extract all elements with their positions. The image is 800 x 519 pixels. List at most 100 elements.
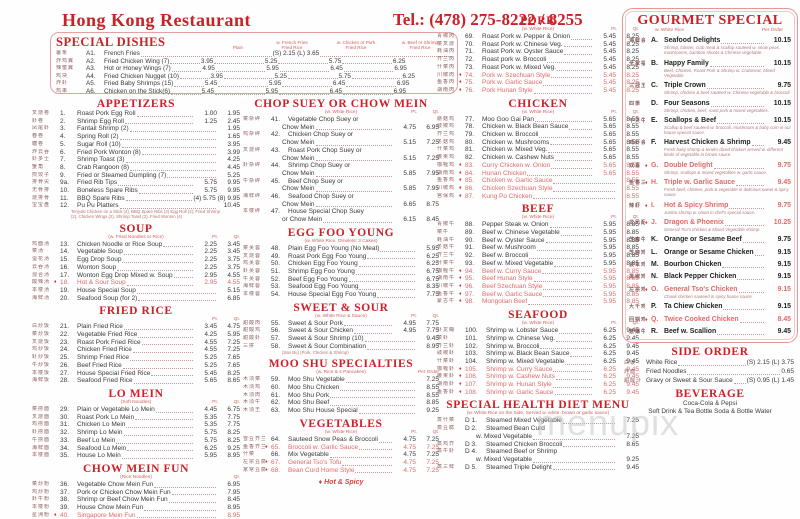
dotted-leader [527,175,592,177]
gourmet-item: 波本鸡 M. Bourbon Chicken 9.15 [629,261,791,269]
item-name: Beef w. Oyster Sauce [482,236,545,244]
section-subtitle-row: (Soft Noodles) Pt. Qt. [32,400,240,406]
menu-item: 菜芙蓉 48. Plain Egg Foo Young (No Meat) 5.95 [243,245,439,253]
price-pt: 6.25 [603,381,616,389]
price-qt: 6.75 [426,275,439,283]
price-qt: 6.25 [426,252,439,260]
dotted-leader [223,78,274,80]
price-qt: 8.85 [626,221,639,229]
beverage-line: Soft Drink & Tea Bottle Soda & Bottle Wa… [648,408,772,416]
section-subtitle-row: (w. White Rice. Omelets: 3 Cakes) [243,239,439,245]
dotted-leader [552,386,592,388]
price-pt: 5.15 [403,154,416,162]
price-value: (S) 0.95 (L) 1.45 [746,377,794,385]
chinese-name: 芥兰肉 [437,56,456,63]
price-pt: 5.45 [603,79,616,87]
spicy-icon: ♦ [459,290,462,297]
price-qt: 8.55 [626,115,639,123]
menu-item: 本楼饭 27. House Special Fried Rice 5.45 8.25 [32,370,240,378]
item-name: Chicken Fried Rice [77,346,132,354]
chinese-name: 鸡捞面 [32,421,51,428]
special-dish-item: 炸虾 A5. Fried Baby Shrimps (15) 5.45 5.95 6.45… [56,80,452,88]
item-name: House Lo Mein [77,452,121,460]
item-number: 102. [465,342,478,350]
item-number: 6. [60,148,66,156]
section-title: CHICKEN [508,97,568,110]
gourmet-item: 全家福 B. Happy Family 10.15 [629,60,791,68]
price-value: 5.75 [328,57,342,65]
price-pt: 5.45 [204,369,217,377]
item-name: Roast Pork w. Pepper & Onion [482,33,571,40]
price-pt: 5.15 [403,139,416,147]
price-value: 10.15 [773,116,791,124]
chinese-name: 叉烧面 [32,413,51,420]
price-qt: 7.25 [426,139,439,147]
section-subtitle: (w. White Rice) [521,27,555,32]
item-name: Sweet & Sour Pork [288,319,343,327]
item-name: Singapore Mein Fun [77,511,136,519]
item-number: 1. [60,110,66,117]
dotted-leader [569,129,592,131]
chinese-name: 叉烧饭 [32,338,51,345]
price-pt: 5.45 [603,56,616,64]
menu-item: 蛋花汤 15. Egg Drop Soup 2.25 3.75 [32,256,240,264]
price-pt: 5.95 [603,229,616,237]
price-column-label: Pt. [212,317,218,323]
price-qt: 3.75 [227,263,240,271]
item-name: Plain Fried Rice [77,323,123,331]
chinese-name: 凤尾虾 [32,125,51,132]
item-name: Beef w. Mixed Vegetable [482,259,554,267]
menu-item: 木须肉 61. Moo Shu Pork 8.55 [243,392,439,400]
item-name: House Chow Mein Fun [77,504,144,512]
menu-item: 木须鸡 60. Moo Shu Chicken 8.55 [243,384,439,392]
item-letter: F. [651,139,657,147]
item-name: Chicken Chop Suey or [288,131,354,139]
dotted-leader [378,441,392,443]
item-name: Shrimp w. Black Bean Sauce [486,350,570,358]
item-number: 23. [60,338,70,346]
dotted-leader [533,461,615,463]
price-pt: 6.25 [603,350,616,358]
item-name: Sauteed Snow Peas & Broccoli [288,435,378,443]
section-subtitle: (w. White Rice on the Side, Served w. wh… [466,411,610,417]
price-pt: 5.95 [603,282,616,290]
item-name: Wonton Soup [77,263,117,271]
item-name-continued: w. Mixed Vegetable [476,455,533,463]
price-qt: 7.25 [227,338,240,346]
dotted-leader [215,93,265,95]
item-number: 20. [60,294,70,302]
dotted-leader [533,198,615,200]
chinese-name: 虾杂碎 [243,162,262,169]
item-letter: H. [651,179,658,187]
item-number: 52. [271,275,281,283]
gourmet-subtitle-row: w. White Rice Per Order [629,28,791,33]
menu-column-3: PORK (w. White Rice) Pt. Qt. 青椒肉 69. Roast Por… [437,12,639,471]
dotted-leader [126,427,193,429]
dotted-leader [329,457,392,458]
price-pt: 4.75 [403,459,416,466]
chinese-name: 薯条 [56,50,69,56]
menu-item: 雪豆芥兰 64. Sauteed Snow Peas & Broccoli 4.75 7… [243,436,439,444]
item-name: Roast pork w. Broccoli [482,56,547,64]
price-pt: 5.75 [204,429,217,437]
item-description: Fresh baby shrimp & tender diced chicken… [664,147,783,158]
spicy-icon: ♦ [459,177,462,184]
price-qt: 5.15 [227,286,240,294]
price-pt: 5.65 [603,123,616,131]
item-number: 17. [60,271,70,279]
price-pt: 5.45 [603,71,616,79]
chinese-name: 什菜牛 [437,259,456,266]
price-qt: 8.55 [626,192,639,200]
price-qt: 9.45 [626,342,639,350]
menu-item: 虾牛粉 38. Shrimp or Beef Chow Mein Fun 8.45 [32,496,240,504]
dotted-leader [141,344,193,346]
price-qt: 8.55 [626,154,639,162]
dotted-leader [282,85,332,87]
item-number: 61. [271,391,281,399]
gourmet-item: 葱爆牛 R. Beef w. Scallion 9.45 [629,328,791,336]
chinese-name: 湖南虾 [437,381,456,388]
dotted-leader [138,300,216,302]
item-number: 72. [465,56,475,64]
item-name: Fried Pork Wonton (8) [77,148,141,156]
item-letter: J. [651,218,657,226]
